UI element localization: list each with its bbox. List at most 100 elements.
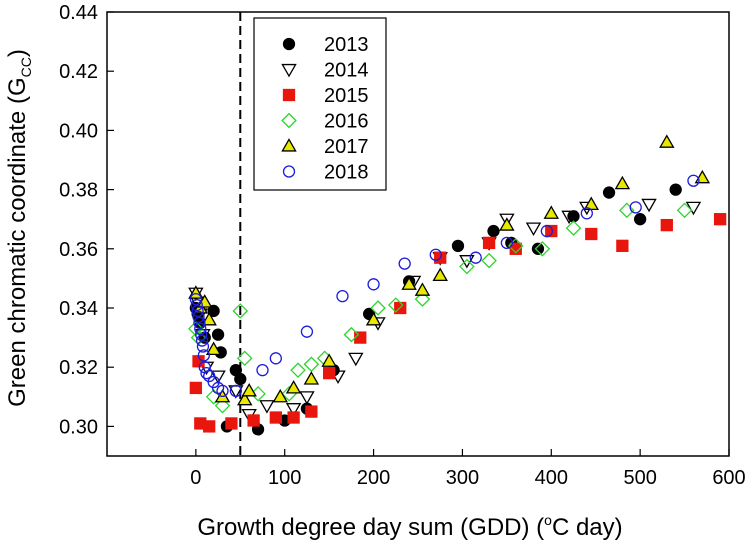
data-point-2014	[259, 400, 275, 414]
data-point-2018	[429, 248, 442, 261]
data-point-2015	[545, 224, 558, 238]
y-tick-label: 0.30	[59, 416, 98, 438]
data-point-2018	[190, 298, 203, 312]
data-point-2017	[205, 341, 222, 356]
data-point-2016	[290, 362, 306, 378]
data-point-2017	[432, 267, 448, 282]
y-tick-label: 0.42	[59, 61, 98, 83]
x-axis-title-suffix: C day)	[552, 514, 623, 541]
x-tick-label: 0	[190, 467, 201, 489]
legend-label-2016: 2016	[324, 111, 369, 133]
legend-label-2017: 2017	[324, 136, 369, 158]
data-point-2015	[585, 227, 598, 241]
series-2016	[188, 202, 693, 414]
data-point-2018	[469, 251, 482, 264]
y-tick-label: 0.32	[59, 357, 98, 379]
data-point-2015	[287, 411, 300, 424]
data-point-2017	[201, 311, 217, 326]
data-point-2018	[398, 257, 411, 270]
data-point-2013	[531, 242, 545, 255]
data-point-2016	[676, 202, 693, 219]
data-point-2018	[200, 366, 213, 380]
x-axis-title-superscript: o	[544, 512, 552, 528]
legend-marker-2014	[281, 63, 297, 78]
data-point-2018	[193, 316, 206, 329]
data-point-2018	[229, 384, 242, 398]
series-2013	[189, 183, 682, 436]
legend-label-2014: 2014	[324, 60, 369, 82]
data-point-2016	[565, 220, 582, 236]
data-point-2018	[687, 174, 700, 187]
data-point-2017	[543, 205, 560, 219]
data-point-2018	[195, 334, 209, 347]
data-point-2015	[305, 405, 318, 418]
data-point-2016	[387, 297, 404, 313]
data-point-2013	[669, 183, 682, 196]
legend-marker-2015	[282, 88, 296, 102]
data-point-2017	[499, 217, 515, 231]
data-point-2017	[285, 380, 302, 394]
data-point-2016	[214, 397, 231, 414]
y-axis-title: Green chromatic coordinate (GCC)	[4, 49, 34, 407]
data-points-layer	[188, 134, 727, 436]
legend-marker-2017	[281, 138, 297, 152]
data-point-2015	[354, 331, 367, 344]
legend-marker-2013	[282, 37, 296, 51]
data-point-2017	[614, 175, 631, 190]
data-point-2013	[633, 213, 647, 226]
data-point-2014	[561, 210, 577, 225]
legend-marker-2016	[281, 112, 297, 129]
data-point-2015	[247, 414, 260, 427]
x-tick-label: 500	[623, 467, 656, 489]
data-point-2015	[225, 417, 238, 430]
y-axis-title-subscript: CC	[18, 57, 34, 77]
legend-label-2015: 2015	[324, 85, 369, 107]
legend-label-2013: 2013	[324, 34, 369, 56]
data-point-2016	[459, 258, 475, 275]
data-point-2016	[232, 303, 249, 319]
data-point-2018	[540, 224, 553, 238]
data-point-2014	[499, 213, 515, 228]
data-point-2017	[659, 134, 675, 148]
data-point-2015	[203, 420, 216, 433]
data-point-2015	[660, 218, 673, 232]
data-point-2016	[303, 356, 320, 373]
data-point-2015	[322, 366, 336, 380]
data-point-2015	[616, 239, 629, 252]
series-2018	[189, 174, 700, 398]
x-axis-title: Growth degree day sum (GDD) (oC day)	[197, 512, 622, 541]
data-point-2014	[641, 198, 657, 213]
data-point-2018	[256, 364, 269, 377]
data-point-2018	[216, 384, 229, 398]
data-point-2018	[300, 325, 314, 338]
y-tick-label: 0.36	[59, 239, 98, 261]
data-point-2018	[197, 349, 211, 362]
data-point-2018	[191, 304, 204, 318]
data-point-2017	[365, 311, 382, 326]
data-point-2014	[299, 391, 315, 405]
data-point-2017	[414, 282, 431, 296]
data-point-2017	[303, 371, 320, 385]
data-point-2018	[189, 292, 203, 306]
data-point-2017	[321, 353, 337, 367]
data-point-2017	[272, 388, 288, 403]
data-point-2018	[500, 236, 514, 250]
y-tick-label: 0.38	[59, 180, 98, 202]
data-point-2013	[234, 372, 247, 386]
data-point-2018	[195, 328, 208, 341]
y-tick-label: 0.40	[59, 120, 98, 142]
legend-box	[253, 17, 387, 191]
data-point-2013	[602, 186, 616, 199]
data-point-2018	[580, 207, 593, 220]
data-point-2018	[367, 278, 380, 291]
data-point-2014	[348, 352, 364, 367]
y-axis-title-suffix: )	[4, 49, 31, 57]
data-point-2017	[237, 391, 253, 406]
data-point-2015	[482, 236, 496, 250]
data-point-2016	[534, 241, 551, 257]
y-tick-label: 0.44	[59, 2, 98, 24]
x-tick-label: 400	[535, 467, 568, 489]
legend: 2013 2014 2015 2016 2017 2018	[253, 17, 387, 191]
